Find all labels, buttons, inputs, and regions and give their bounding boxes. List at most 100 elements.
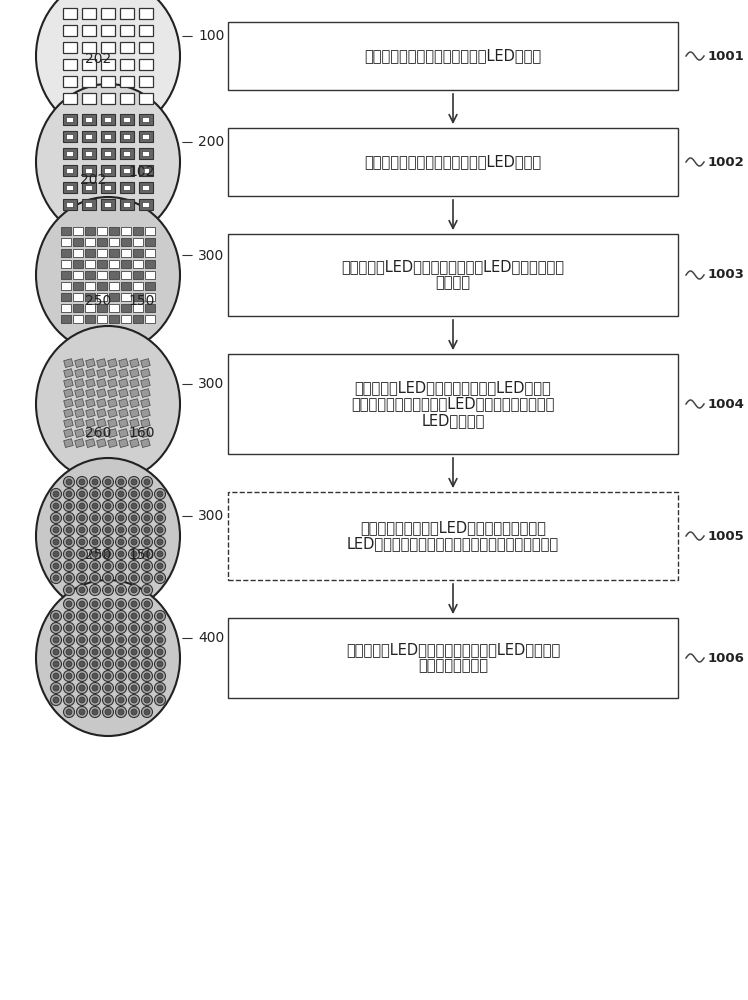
Circle shape <box>144 709 150 715</box>
Circle shape <box>51 500 61 512</box>
Bar <box>61 260 71 268</box>
Circle shape <box>141 658 153 670</box>
Circle shape <box>131 649 137 655</box>
Bar <box>63 114 77 125</box>
Circle shape <box>64 622 75 634</box>
Circle shape <box>105 649 111 655</box>
Circle shape <box>131 515 137 521</box>
Bar <box>63 93 77 104</box>
Circle shape <box>129 670 139 682</box>
Bar <box>101 199 115 210</box>
Text: 将第一多个LED试样块和第二多个LED试样块转移到: 将第一多个LED试样块和第二多个LED试样块转移到 <box>342 259 565 274</box>
Circle shape <box>53 649 59 655</box>
Circle shape <box>144 685 150 691</box>
Circle shape <box>53 551 59 557</box>
Circle shape <box>66 709 72 715</box>
Circle shape <box>129 548 139 560</box>
Text: 300: 300 <box>198 510 224 524</box>
Text: 1001: 1001 <box>708 49 745 62</box>
Circle shape <box>155 647 165 658</box>
Bar <box>120 131 134 142</box>
Bar <box>119 439 128 448</box>
Bar <box>129 389 139 397</box>
Bar <box>145 227 155 235</box>
Circle shape <box>66 625 72 631</box>
Circle shape <box>144 503 150 509</box>
Bar <box>63 76 77 87</box>
Circle shape <box>102 500 114 512</box>
Ellipse shape <box>36 326 180 482</box>
Bar <box>139 59 153 70</box>
Circle shape <box>102 488 114 499</box>
Circle shape <box>129 682 139 694</box>
Ellipse shape <box>36 84 180 240</box>
Circle shape <box>76 536 88 548</box>
Circle shape <box>90 670 100 682</box>
Bar <box>141 389 150 397</box>
Circle shape <box>64 647 75 658</box>
Circle shape <box>76 512 88 524</box>
Bar <box>108 379 117 387</box>
Bar <box>123 185 130 190</box>
Circle shape <box>115 635 126 646</box>
Circle shape <box>92 515 98 521</box>
Bar <box>86 429 95 438</box>
Circle shape <box>90 548 100 560</box>
Bar <box>141 439 150 448</box>
Bar <box>129 369 139 377</box>
Circle shape <box>51 622 61 634</box>
Bar <box>85 304 95 312</box>
Circle shape <box>79 637 85 643</box>
Circle shape <box>144 637 150 643</box>
Circle shape <box>115 584 126 595</box>
Bar <box>121 227 131 235</box>
Bar <box>97 282 107 290</box>
Text: 将第一多个LED台面结构和第二多个LED台面结构: 将第一多个LED台面结构和第二多个LED台面结构 <box>346 642 560 657</box>
Bar <box>121 282 131 290</box>
Text: 300: 300 <box>198 377 224 391</box>
Circle shape <box>102 694 114 706</box>
Circle shape <box>66 551 72 557</box>
Bar <box>96 439 106 448</box>
Bar <box>120 25 134 36</box>
Bar <box>121 249 131 257</box>
Bar <box>129 359 139 367</box>
Circle shape <box>51 512 61 524</box>
Circle shape <box>76 610 88 621</box>
Circle shape <box>118 491 124 497</box>
Bar <box>120 8 134 19</box>
Circle shape <box>129 488 139 499</box>
Bar <box>86 439 95 448</box>
Circle shape <box>79 697 85 703</box>
Circle shape <box>79 613 85 619</box>
Circle shape <box>118 673 124 679</box>
Circle shape <box>66 673 72 679</box>
Text: 202: 202 <box>80 173 106 187</box>
Circle shape <box>102 647 114 658</box>
Bar <box>228 492 678 580</box>
Circle shape <box>144 551 150 557</box>
Bar <box>109 238 119 246</box>
Circle shape <box>118 587 124 593</box>
Bar <box>129 409 139 418</box>
Circle shape <box>90 682 100 694</box>
Circle shape <box>102 670 114 682</box>
Bar <box>82 42 96 53</box>
Bar <box>82 8 96 19</box>
Bar <box>141 379 150 387</box>
Bar <box>105 151 111 156</box>
Circle shape <box>118 527 124 533</box>
Circle shape <box>66 637 72 643</box>
Bar <box>139 148 153 159</box>
Circle shape <box>141 682 153 694</box>
Bar <box>64 379 73 387</box>
Bar <box>85 238 95 246</box>
Bar <box>119 409 128 418</box>
Circle shape <box>66 649 72 655</box>
Bar <box>73 282 83 290</box>
Bar <box>67 202 73 207</box>
Circle shape <box>64 658 75 670</box>
Circle shape <box>64 536 75 548</box>
Bar <box>133 249 143 257</box>
Circle shape <box>115 670 126 682</box>
